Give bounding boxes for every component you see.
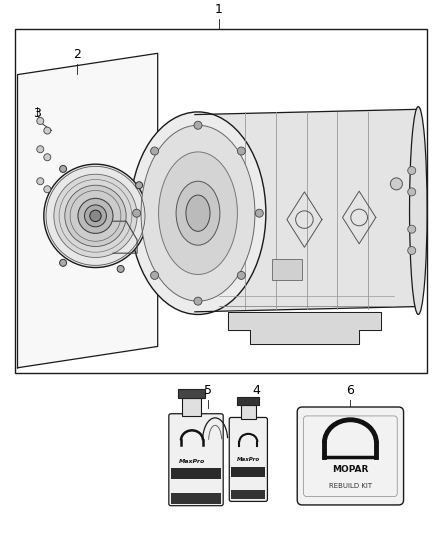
Bar	[178, 389, 205, 398]
Polygon shape	[195, 109, 418, 312]
Circle shape	[54, 174, 137, 257]
Circle shape	[408, 166, 416, 175]
Circle shape	[37, 117, 44, 125]
Circle shape	[151, 147, 159, 155]
Text: 3: 3	[33, 107, 41, 120]
Text: REBUILD KIT: REBUILD KIT	[329, 483, 372, 489]
Circle shape	[408, 188, 416, 196]
Ellipse shape	[141, 125, 255, 301]
Circle shape	[117, 265, 124, 272]
Text: MaxPro: MaxPro	[179, 459, 205, 464]
Circle shape	[44, 127, 51, 134]
Circle shape	[390, 178, 403, 190]
Text: 5: 5	[204, 384, 212, 397]
Ellipse shape	[130, 112, 266, 314]
Circle shape	[90, 210, 101, 222]
Polygon shape	[18, 53, 158, 368]
Text: 1: 1	[215, 3, 223, 16]
Polygon shape	[228, 312, 381, 344]
Circle shape	[44, 154, 51, 161]
Circle shape	[237, 271, 245, 279]
Circle shape	[60, 165, 67, 172]
Bar	[171, 467, 221, 479]
Bar	[237, 398, 259, 406]
Circle shape	[78, 198, 113, 233]
Bar	[171, 493, 221, 504]
Circle shape	[194, 121, 202, 130]
Circle shape	[151, 271, 159, 279]
Circle shape	[85, 205, 106, 227]
Bar	[231, 467, 265, 477]
Bar	[231, 490, 265, 499]
Circle shape	[37, 146, 44, 153]
Text: MOPAR: MOPAR	[332, 465, 369, 474]
Circle shape	[237, 147, 245, 155]
FancyBboxPatch shape	[169, 414, 223, 506]
Text: 6: 6	[346, 384, 354, 397]
Bar	[182, 398, 201, 416]
FancyBboxPatch shape	[297, 407, 403, 505]
Circle shape	[44, 164, 147, 268]
Text: MaxPro: MaxPro	[237, 457, 260, 462]
Ellipse shape	[159, 152, 237, 274]
Circle shape	[408, 246, 416, 255]
Text: 4: 4	[252, 384, 260, 397]
Ellipse shape	[176, 181, 220, 245]
Circle shape	[194, 297, 202, 305]
Bar	[241, 406, 256, 419]
Bar	[15, 29, 427, 373]
Circle shape	[37, 177, 44, 185]
Circle shape	[133, 209, 141, 217]
Ellipse shape	[186, 195, 210, 231]
Circle shape	[136, 182, 143, 189]
Bar	[272, 259, 302, 280]
Circle shape	[255, 209, 263, 217]
FancyBboxPatch shape	[229, 417, 268, 502]
Text: 2: 2	[73, 49, 81, 61]
Circle shape	[408, 225, 416, 233]
Circle shape	[60, 260, 67, 266]
Circle shape	[44, 185, 51, 193]
Circle shape	[65, 185, 126, 247]
Ellipse shape	[410, 107, 427, 314]
